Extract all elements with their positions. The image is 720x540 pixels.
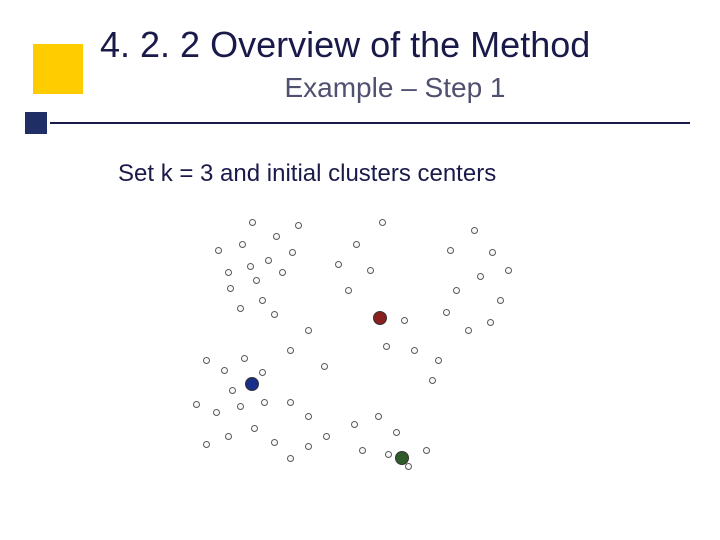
data-point [287,399,294,406]
data-point [225,269,232,276]
data-point [353,241,360,248]
data-point [497,297,504,304]
data-point [351,421,358,428]
data-point [265,257,272,264]
data-point [203,357,210,364]
data-point [335,261,342,268]
data-point [305,327,312,334]
data-point [345,287,352,294]
data-point [401,317,408,324]
data-point [443,309,450,316]
data-point [465,327,472,334]
data-point [213,409,220,416]
data-point [385,451,392,458]
data-point [359,447,366,454]
cluster-center-blue [245,377,259,391]
data-point [271,311,278,318]
data-point [279,269,286,276]
data-point [251,425,258,432]
data-point [471,227,478,234]
slide: 4. 2. 2 Overview of the Method Example –… [0,0,720,540]
data-point [305,443,312,450]
data-point [273,233,280,240]
data-point [249,219,256,226]
data-point [271,439,278,446]
data-point [429,377,436,384]
data-point [237,305,244,312]
title-underline [50,122,690,124]
data-point [321,363,328,370]
accent-square-navy [25,112,47,134]
slide-subtitle: Example – Step 1 [100,72,690,104]
data-point [323,433,330,440]
data-point [423,447,430,454]
data-point [261,399,268,406]
data-point [289,249,296,256]
data-point [505,267,512,274]
data-point [447,247,454,254]
data-point [227,285,234,292]
data-point [383,343,390,350]
cluster-center-red [373,311,387,325]
data-point [375,413,382,420]
accent-square-yellow [33,44,83,94]
data-point [393,429,400,436]
data-point [287,347,294,354]
data-point [241,355,248,362]
data-point [305,413,312,420]
data-point [453,287,460,294]
data-point [215,247,222,254]
data-point [295,222,302,229]
data-point [367,267,374,274]
data-point [253,277,260,284]
data-point [193,401,200,408]
data-point [247,263,254,270]
data-point [487,319,494,326]
data-point [477,273,484,280]
data-point [239,241,246,248]
data-point [237,403,244,410]
data-point [259,297,266,304]
data-point [225,433,232,440]
data-point [435,357,442,364]
slide-title: 4. 2. 2 Overview of the Method [100,24,690,65]
data-point [259,369,266,376]
body-text: Set k = 3 and initial clusters centers [118,160,678,188]
data-point [221,367,228,374]
cluster-center-green [395,451,409,465]
data-point [411,347,418,354]
data-point [229,387,236,394]
data-point [287,455,294,462]
data-point [203,441,210,448]
data-point [379,219,386,226]
scatter-figure [170,210,550,490]
data-point [489,249,496,256]
